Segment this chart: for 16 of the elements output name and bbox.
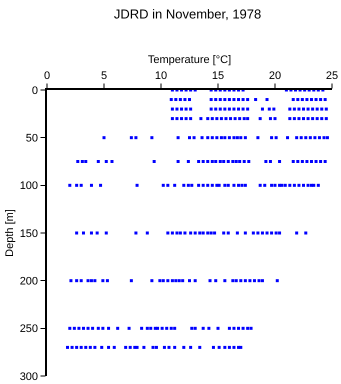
chart-title: JDRD in November, 1978 <box>114 6 262 22</box>
x-tick-label: 25 <box>326 70 338 82</box>
y-axis-title: Depth [m] <box>4 209 16 257</box>
x-tick-label: 0 <box>44 70 50 82</box>
y-tick-label: 0 <box>32 84 38 97</box>
y-tick-label: 50 <box>26 132 38 145</box>
y-tick-label: 300 <box>20 370 38 383</box>
y-tick-label: 250 <box>20 323 38 336</box>
x-tick-label: 10 <box>154 70 168 82</box>
x-axis-title: Temperature [°C] <box>148 54 232 66</box>
x-tick-label: 20 <box>268 70 282 82</box>
y-tick-label: 100 <box>20 180 38 192</box>
x-tick-label: 15 <box>212 70 224 82</box>
x-tick-label: 5 <box>100 70 108 82</box>
y-tick-label: 200 <box>20 276 38 288</box>
y-tick-label: 150 <box>20 228 38 240</box>
